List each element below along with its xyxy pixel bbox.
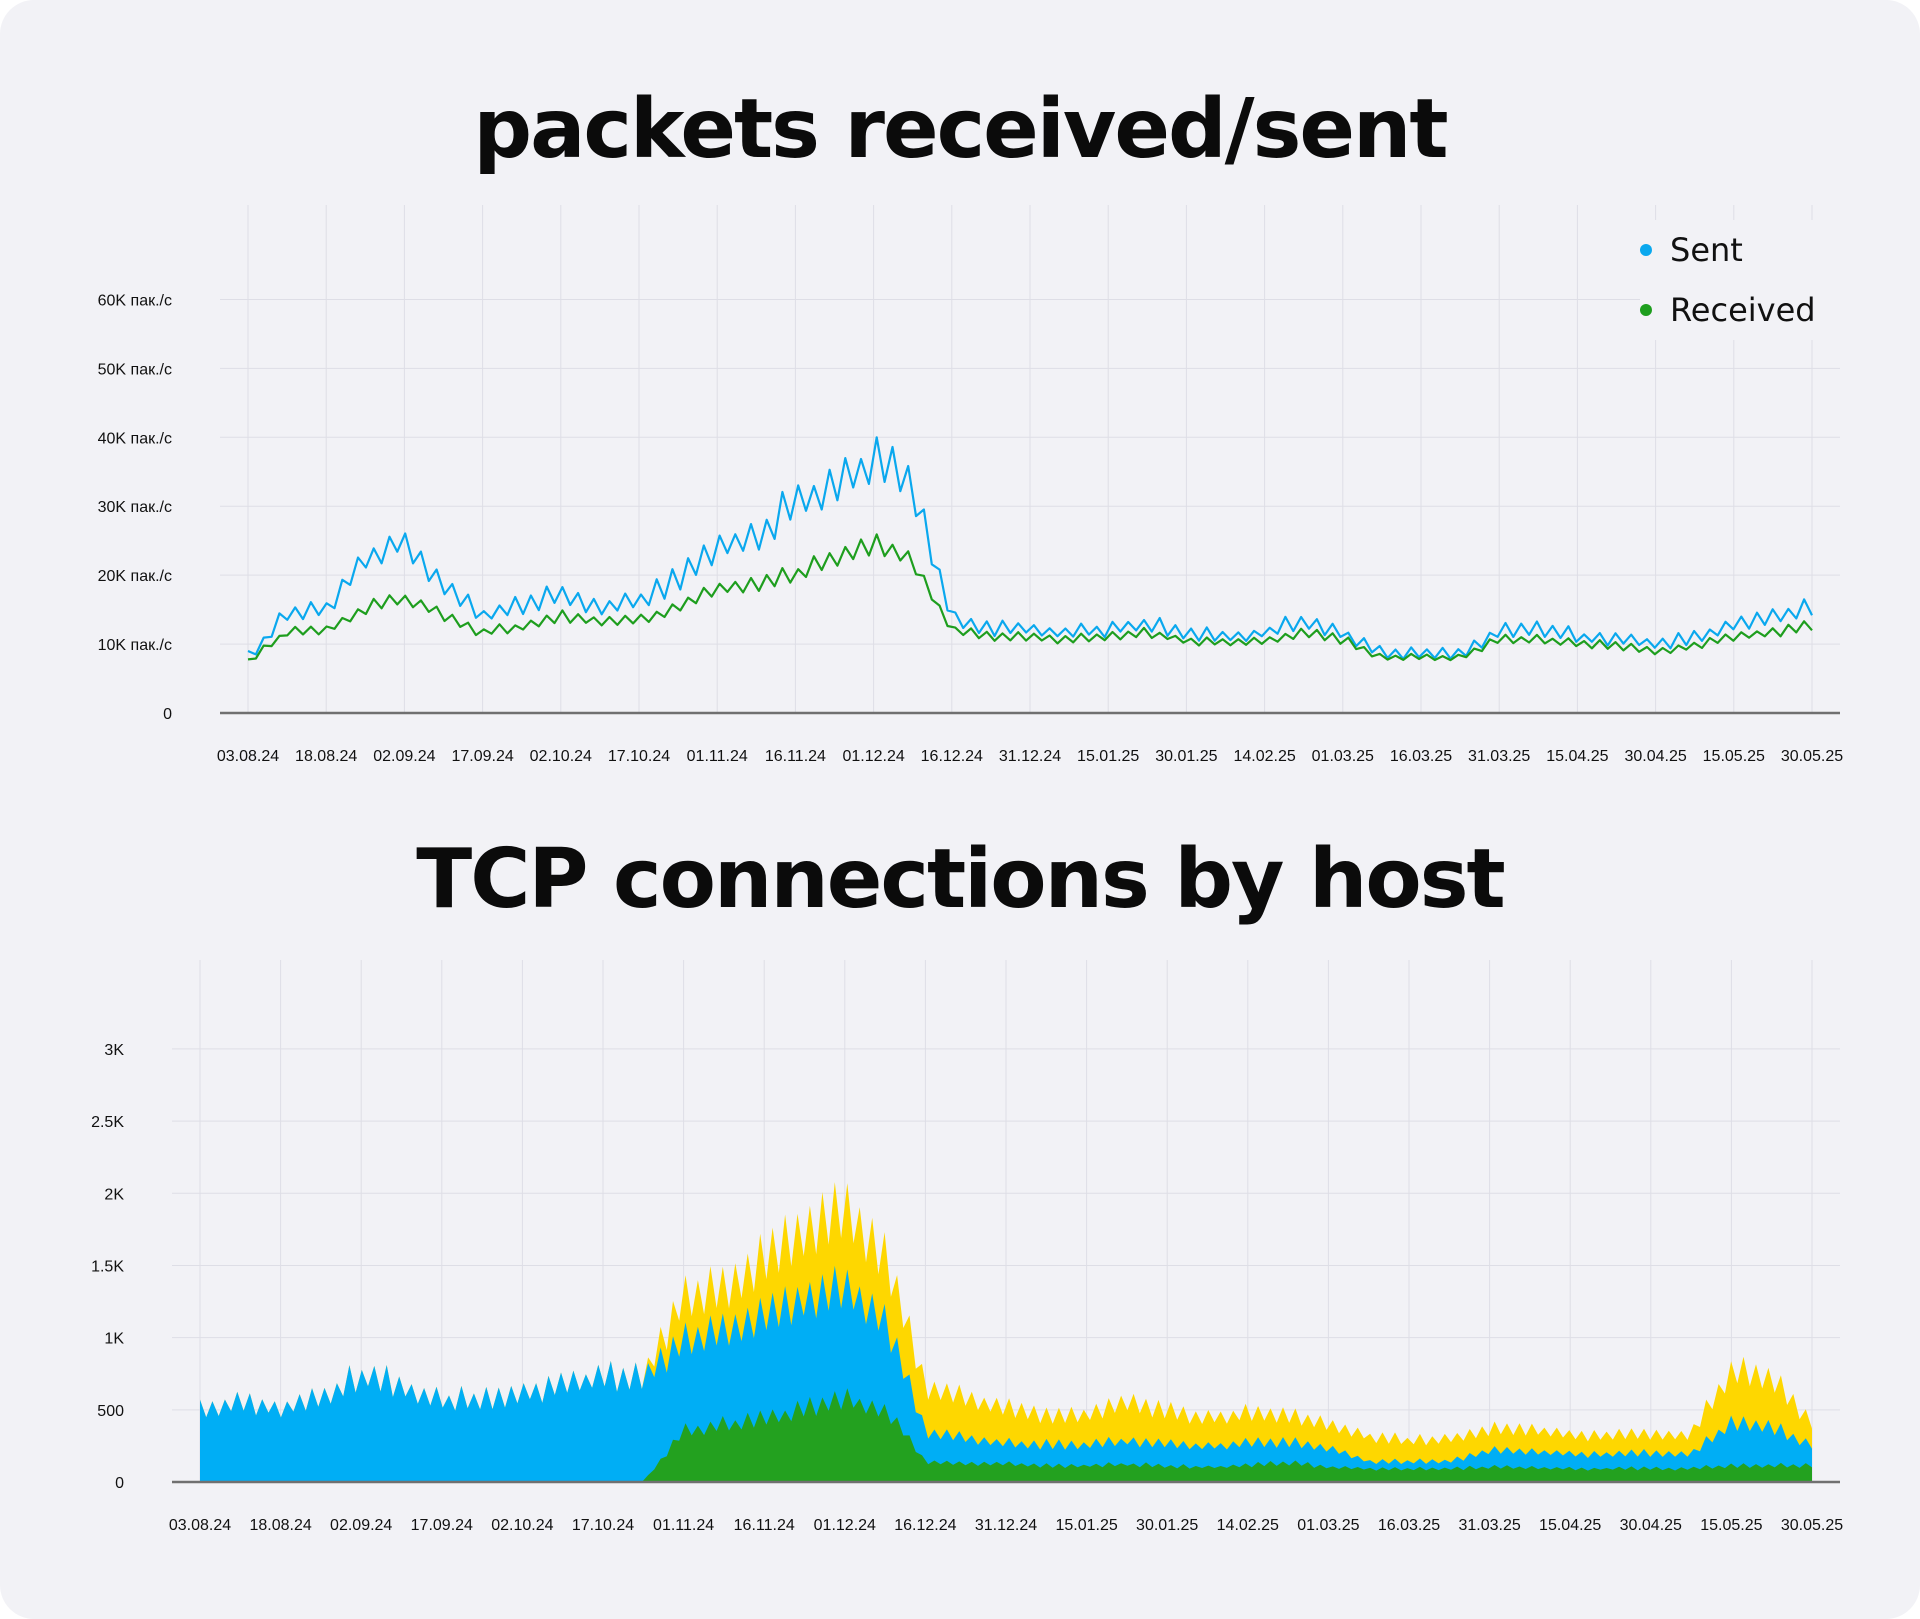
packets-x-tick-label: 02.10.24 — [530, 748, 592, 765]
tcp-x-tick-label: 01.03.25 — [1297, 1517, 1359, 1534]
packets-x-tick-label: 17.10.24 — [608, 748, 670, 765]
tcp-x-tick-label: 30.05.25 — [1781, 1517, 1843, 1534]
sent-dot-icon — [1640, 244, 1652, 256]
packets-y-tick-label: 0 — [163, 706, 172, 723]
packets-x-tick-label: 17.09.24 — [451, 748, 513, 765]
tcp-y-tick-label: 2.5K — [91, 1114, 124, 1131]
tcp-x-tick-label: 16.11.24 — [734, 1517, 795, 1534]
packets-x-tick-label: 30.05.25 — [1781, 748, 1843, 765]
tcp-x-tick-label: 01.12.24 — [814, 1517, 876, 1534]
tcp-y-tick-label: 500 — [97, 1403, 124, 1420]
tcp-y-tick-label: 2K — [104, 1186, 124, 1203]
tcp-x-tick-label: 17.10.24 — [572, 1517, 634, 1534]
tcp-chart-title: TCP connections by host — [416, 832, 1505, 927]
packets-y-tick-label: 40K пак./с — [98, 430, 172, 447]
packets-x-tick-label: 15.04.25 — [1546, 748, 1608, 765]
tcp-x-tick-label: 02.10.24 — [491, 1517, 553, 1534]
packets-x-tick-label: 03.08.24 — [217, 748, 279, 765]
tcp-x-tick-label: 31.12.24 — [975, 1517, 1037, 1534]
tcp-x-tick-label: 31.03.25 — [1458, 1517, 1520, 1534]
packets-x-tick-label: 31.03.25 — [1468, 748, 1530, 765]
tcp-y-tick-label: 1K — [104, 1331, 124, 1348]
tcp-y-tick-label: 3K — [104, 1042, 124, 1059]
legend-label-sent: Sent — [1670, 231, 1743, 269]
tcp-x-tick-label: 17.09.24 — [411, 1517, 473, 1534]
tcp-x-tick-label: 01.11.24 — [653, 1517, 714, 1534]
tcp-chart: 0 500 1K 1.5K 2K 2.5K 3K 03.08.24 18.08.24 02.09.… — [91, 960, 1843, 1534]
tcp-x-tick-label: 15.01.25 — [1055, 1517, 1117, 1534]
tcp-x-tick-label: 02.09.24 — [330, 1517, 392, 1534]
packets-x-tick-label: 30.01.25 — [1155, 748, 1217, 765]
received-dot-icon — [1640, 304, 1652, 316]
packets-x-tick-label: 01.11.24 — [687, 748, 748, 765]
legend-item-received[interactable]: Received — [1640, 280, 1840, 340]
tcp-x-tick-label: 16.12.24 — [894, 1517, 956, 1534]
packets-x-tick-label: 16.12.24 — [921, 748, 983, 765]
tcp-x-tick-label: 18.08.24 — [249, 1517, 311, 1534]
packets-x-tick-label: 30.04.25 — [1624, 748, 1686, 765]
packets-x-tick-label: 15.01.25 — [1077, 748, 1139, 765]
packets-x-tick-label: 16.11.24 — [765, 748, 826, 765]
tcp-x-tick-label: 30.04.25 — [1620, 1517, 1682, 1534]
tcp-x-tick-label: 03.08.24 — [169, 1517, 231, 1534]
tcp-x-tick-label: 15.04.25 — [1539, 1517, 1601, 1534]
packets-x-tick-label: 18.08.24 — [295, 748, 357, 765]
tcp-x-tick-label: 16.03.25 — [1378, 1517, 1440, 1534]
packets-x-tick-label: 02.09.24 — [373, 748, 435, 765]
legend-label-received: Received — [1670, 291, 1816, 329]
tcp-x-tick-label: 14.02.25 — [1217, 1517, 1279, 1534]
host-area-green — [200, 1388, 1812, 1482]
packets-y-tick-label: 20K пак./с — [98, 568, 172, 585]
packets-y-tick-label: 50K пак./с — [98, 361, 172, 378]
packets-chart-title: packets received/sent — [473, 82, 1448, 177]
host-area-blue — [200, 1265, 1812, 1482]
series-line-sent — [247, 436, 1813, 660]
tcp-y-tick-label: 0 — [115, 1475, 124, 1492]
packets-y-tick-label: 30K пак./с — [98, 499, 172, 516]
packets-x-tick-label: 01.12.24 — [842, 748, 904, 765]
packets-x-tick-label: 01.03.25 — [1312, 748, 1374, 765]
tcp-x-tick-label: 30.01.25 — [1136, 1517, 1198, 1534]
packets-x-tick-label: 15.05.25 — [1703, 748, 1765, 765]
packets-chart: 0 10K пак./с 20K пак./с 30K пак./с 40K пак./… — [98, 205, 1843, 765]
packets-x-tick-label: 31.12.24 — [999, 748, 1061, 765]
packets-legend: Sent Received — [1640, 220, 1840, 340]
tcp-x-tick-label: 15.05.25 — [1700, 1517, 1762, 1534]
packets-y-tick-label: 10K пак./с — [98, 637, 172, 654]
packets-x-tick-label: 16.03.25 — [1390, 748, 1452, 765]
legend-item-sent[interactable]: Sent — [1640, 220, 1840, 280]
tcp-y-tick-label: 1.5K — [91, 1258, 124, 1275]
packets-y-tick-label: 60K пак./с — [98, 292, 172, 309]
series-line-received — [247, 533, 1813, 662]
packets-x-tick-label: 14.02.25 — [1233, 748, 1295, 765]
